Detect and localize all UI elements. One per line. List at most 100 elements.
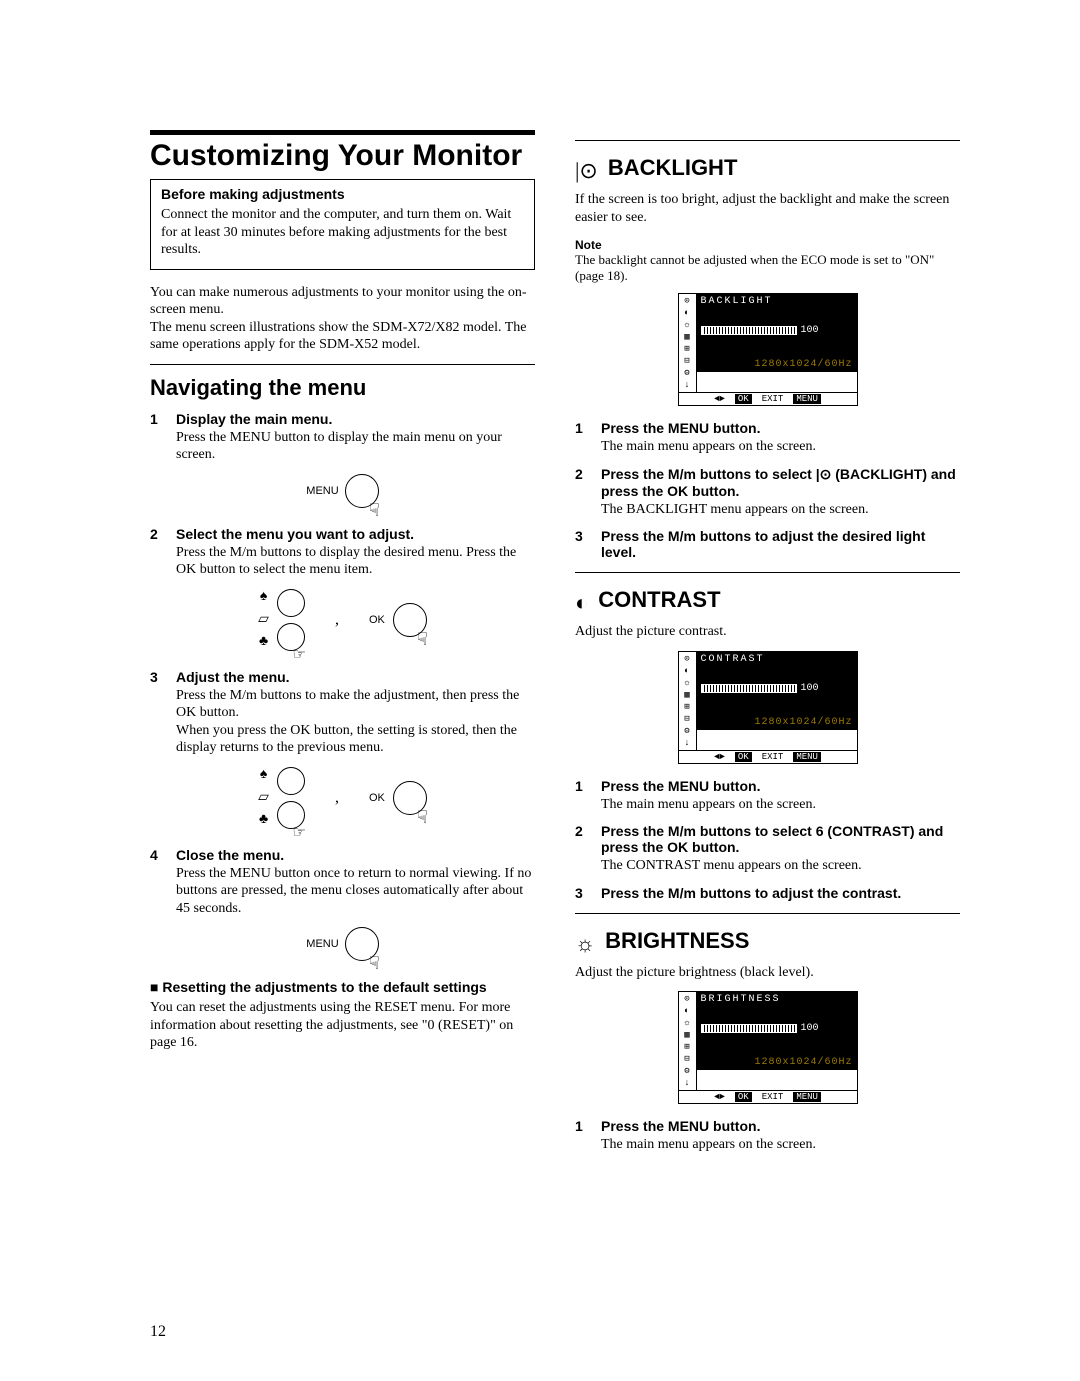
osd-footer: ◄►OKEXITMENU xyxy=(679,750,857,763)
page-title: Customizing Your Monitor xyxy=(150,139,535,173)
osd-sidebar: ⊙◐☼▦⊞⊟⚙↓ xyxy=(679,652,697,750)
section-step: 2Press the M/m buttons to select 6 (CONT… xyxy=(575,823,960,875)
left-column: Customizing Your Monitor Before making a… xyxy=(150,130,535,1164)
osd-title: BRIGHTNESS xyxy=(701,994,853,1005)
osd-bar xyxy=(701,326,797,335)
section-step: 2 Press the M/m buttons to select |⊙ (BAC… xyxy=(575,466,960,519)
flat-icon: ▱ xyxy=(258,611,269,628)
nav-step: 1 Display the main menu. Press the MENU … xyxy=(150,411,535,464)
osd-foot-exit: EXIT xyxy=(762,394,784,404)
note-label: Note xyxy=(575,238,960,252)
section-title: BACKLIGHT xyxy=(608,155,738,181)
title-rule xyxy=(150,130,535,135)
nav-step: 3 Adjust the menu. Press the M/m buttons… xyxy=(150,669,535,757)
section-title: CONTRAST xyxy=(598,587,720,613)
hand-icon: ☞ xyxy=(292,645,305,664)
step-text: Press the M/m buttons to display the des… xyxy=(176,544,535,579)
step-title: Press the MENU button. xyxy=(601,1118,960,1134)
up-arrow-icon: ♠ xyxy=(260,767,267,783)
osd-foot-ok: OK xyxy=(735,1092,752,1102)
menu-button-icon: ☟ xyxy=(345,927,379,961)
ok-label: OK xyxy=(369,792,385,804)
comma: , xyxy=(335,611,339,629)
step-number: 3 xyxy=(150,669,162,757)
osd-screenshot: ⊙◐☼▦⊞⊟⚙↓ BRIGHTNESS 100 1280x1024/60Hz ◄► OK E… xyxy=(678,991,858,1104)
osd-screenshot: ⊙◐☼▦⊞⊟⚙↓BACKLIGHT1001280x1024/60Hz◄►OKEX… xyxy=(678,293,858,406)
osd-bar xyxy=(701,1024,797,1033)
up-button-icon xyxy=(277,589,305,617)
osd-foot-arrows: ◄► xyxy=(714,1092,725,1102)
section-icon: ◐ xyxy=(575,590,588,616)
step-text: The main menu appears on the screen. xyxy=(601,1136,960,1154)
step-title: Display the main menu. xyxy=(176,411,535,427)
right-column: |⊙BACKLIGHTIf the screen is too bright, … xyxy=(575,130,960,1164)
step-number: 2 xyxy=(575,466,587,519)
step-number: 1 xyxy=(575,420,587,456)
step-text: Press the MENU button to display the mai… xyxy=(176,429,535,464)
step-text: The main menu appears on the screen. xyxy=(601,438,960,456)
flat-icon: ▱ xyxy=(258,789,269,806)
menu-button-figure: MENU ☟ xyxy=(150,927,535,961)
osd-title: CONTRAST xyxy=(701,654,853,665)
osd-sidebar: ⊙◐☼▦⊞⊟⚙↓ xyxy=(679,294,697,392)
hand-icon: ☟ xyxy=(417,629,428,650)
down-button-icon: ☞ xyxy=(277,623,305,651)
osd-body: CONTRAST1001280x1024/60Hz xyxy=(697,652,857,730)
menu-button-figure: MENU ☟ xyxy=(150,474,535,508)
osd-foot-ok: OK xyxy=(735,752,752,762)
nav-step: 4 Close the menu. Press the MENU button … xyxy=(150,847,535,918)
step-title: Press the MENU button. xyxy=(601,420,960,436)
step-text: Press the M/m buttons to make the adjust… xyxy=(176,687,535,722)
step-text: The main menu appears on the screen. xyxy=(601,796,960,814)
osd-footer: ◄► OK EXIT MENU xyxy=(679,392,857,405)
hand-icon: ☟ xyxy=(369,500,380,521)
section-title: BRIGHTNESS xyxy=(605,928,749,954)
section-step: 3 Press the M/m buttons to adjust the con… xyxy=(575,885,960,903)
hand-icon: ☟ xyxy=(369,953,380,974)
osd-resolution: 1280x1024/60Hz xyxy=(754,717,852,728)
osd-foot-exit: EXIT xyxy=(762,1092,784,1102)
osd-footer: ◄►OKEXITMENU xyxy=(679,1090,857,1103)
osd-foot-menu: MENU xyxy=(793,394,821,404)
up-button-icon xyxy=(277,767,305,795)
step-text: The CONTRAST menu appears on the screen. xyxy=(601,857,960,875)
page-columns: Customizing Your Monitor Before making a… xyxy=(150,130,960,1164)
section-rule xyxy=(575,572,960,573)
osd-value: 100 xyxy=(801,1023,819,1034)
section-intro: Adjust the picture contrast. xyxy=(575,623,960,641)
osd-foot-menu: MENU xyxy=(793,752,821,762)
step-number: 3 xyxy=(575,885,587,903)
step-number: 1 xyxy=(575,1118,587,1154)
ok-button-icon: ☟ xyxy=(393,781,427,815)
step-number: 2 xyxy=(150,526,162,579)
step-text: The BACKLIGHT menu appears on the screen… xyxy=(601,501,960,519)
down-arrow-icon: ♣ xyxy=(259,812,268,828)
down-button-icon: ☞ xyxy=(277,801,305,829)
nav-heading: Navigating the menu xyxy=(150,375,535,401)
step-title: Press the M/m buttons to adjust the cont… xyxy=(601,885,960,901)
section-icon: ☼ xyxy=(575,931,595,957)
ok-button-icon: ☟ xyxy=(393,603,427,637)
step-number: 2 xyxy=(575,823,587,875)
step-title: Press the M/m buttons to adjust the desi… xyxy=(601,528,960,560)
osd-bar xyxy=(701,684,797,693)
hand-icon: ☞ xyxy=(292,823,305,842)
osd-foot-arrows: ◄► xyxy=(714,394,725,404)
section-step: 1 Press the MENU button. The main menu app… xyxy=(575,1118,960,1154)
down-arrow-icon: ♣ xyxy=(259,634,268,650)
menu-label: MENU xyxy=(306,938,338,950)
osd-resolution: 1280x1024/60Hz xyxy=(754,1057,852,1068)
section-intro: If the screen is too bright, adjust the … xyxy=(575,191,960,226)
osd-sidebar: ⊙◐☼▦⊞⊟⚙↓ xyxy=(679,992,697,1090)
note-text: The backlight cannot be adjusted when th… xyxy=(575,252,960,283)
step-title: Press the M/m buttons to select |⊙ (BACK… xyxy=(601,466,960,499)
reset-text: You can reset the adjustments using the … xyxy=(150,999,535,1052)
step-text-2: When you press the OK button, the settin… xyxy=(176,722,535,757)
intro-text-2: The menu screen illustrations show the S… xyxy=(150,319,535,354)
menu-button-icon: ☟ xyxy=(345,474,379,508)
osd-title: BACKLIGHT xyxy=(701,296,853,307)
step-number: 3 xyxy=(575,528,587,562)
osd-foot-ok: OK xyxy=(735,394,752,404)
osd-foot-exit: EXIT xyxy=(762,752,784,762)
rule xyxy=(150,364,535,365)
